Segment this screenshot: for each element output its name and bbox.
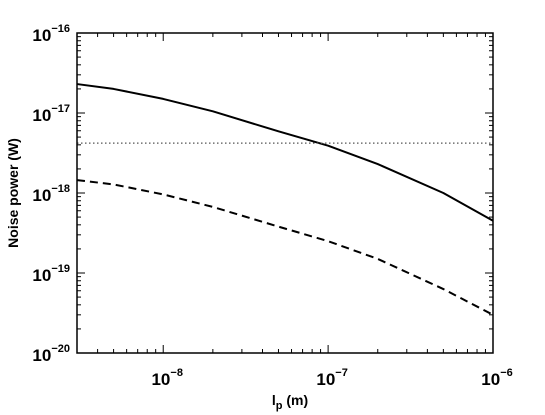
plot-frame xyxy=(76,32,494,354)
y-tick-label: 10−18 xyxy=(32,183,70,205)
x-tick-label: 10−6 xyxy=(481,367,512,389)
y-tick-label: 10−16 xyxy=(32,23,70,45)
x-axis-label: lp (m) xyxy=(272,392,308,412)
y-tick-label: 10−17 xyxy=(32,103,70,125)
y-tick-label: 10−20 xyxy=(32,343,70,365)
x-tick-label: 10−8 xyxy=(151,367,182,389)
y-tick-label: 10−19 xyxy=(32,263,70,285)
series-layer xyxy=(76,83,494,316)
series-line-solid xyxy=(76,83,494,222)
y-axis-label: Noise power (W) xyxy=(5,138,21,248)
series-line-dashed xyxy=(76,179,494,316)
plot-area xyxy=(77,33,493,353)
x-tick-label: 10−7 xyxy=(316,367,347,389)
label-layer: 10−8 10−7 10−6 10−20 10−19 10−18 10−17 10−16 xyxy=(32,23,512,389)
